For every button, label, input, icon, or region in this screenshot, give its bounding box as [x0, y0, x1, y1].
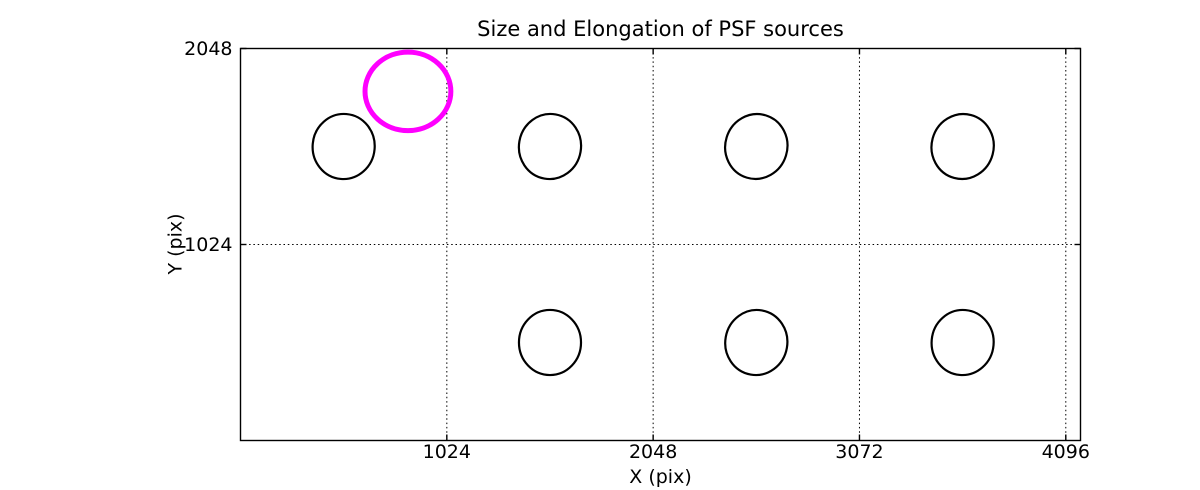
chart-title: Size and Elongation of PSF sources [477, 17, 844, 41]
x-tick-label: 4096 [1041, 441, 1090, 463]
psf-ellipse [724, 308, 789, 377]
psf-ellipse [930, 308, 995, 377]
y-axis-label: Y (pix) [164, 213, 187, 275]
x-tick-label: 1024 [422, 441, 471, 463]
psf-ellipse [930, 112, 995, 181]
x-tick-label: 2048 [628, 441, 678, 463]
psf-ellipse [517, 112, 583, 181]
axes-frame [239, 47, 1082, 442]
psf-ellipse [724, 112, 789, 181]
psf-ellipse-highlighted [362, 49, 454, 134]
psf-ellipse [311, 112, 376, 181]
x-axis-label: X (pix) [629, 466, 692, 488]
y-tick-label: 2048 [184, 37, 233, 60]
psf-ellipse [517, 308, 583, 377]
y-tick-label: 1024 [184, 233, 233, 256]
x-tick-label: 3072 [835, 441, 884, 463]
